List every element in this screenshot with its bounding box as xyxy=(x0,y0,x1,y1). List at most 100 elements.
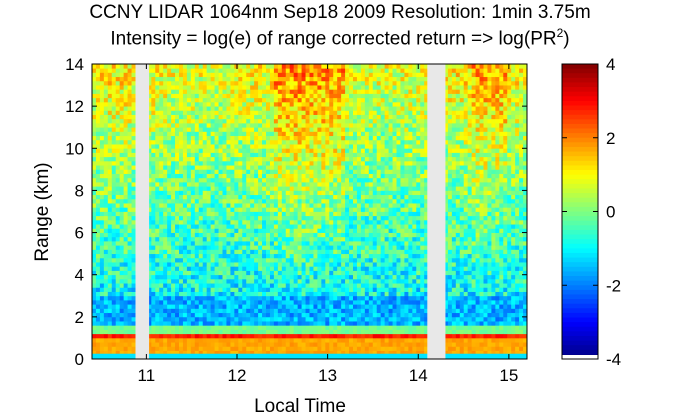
heatmap-cell xyxy=(218,219,223,225)
heatmap-cell xyxy=(123,219,128,225)
heatmap-cell xyxy=(364,198,370,204)
heatmap-cell xyxy=(234,152,239,158)
heatmap-cell xyxy=(222,177,227,183)
heatmap-cell xyxy=(277,219,283,225)
heatmap-cell xyxy=(309,249,314,255)
heatmap-cell xyxy=(155,68,160,73)
heatmap-cell xyxy=(289,85,295,90)
heatmap-cell xyxy=(99,177,105,183)
heatmap-cell xyxy=(353,101,358,107)
heatmap-cell xyxy=(202,295,208,301)
heatmap-cell xyxy=(115,211,121,217)
heatmap-cell xyxy=(127,245,132,250)
heatmap-cell xyxy=(364,190,370,196)
heatmap-cell xyxy=(321,211,326,217)
heatmap-cell xyxy=(325,186,330,191)
heatmap-cell xyxy=(103,190,109,196)
heatmap-cell xyxy=(262,262,267,267)
heatmap-cell xyxy=(301,169,306,174)
heatmap-cell xyxy=(297,203,302,208)
heatmap-cell xyxy=(250,186,255,191)
heatmap-cell xyxy=(289,101,295,107)
heatmap-cell xyxy=(254,274,259,280)
heatmap-cell xyxy=(179,262,184,267)
heatmap-cell xyxy=(356,219,362,225)
heatmap-cell xyxy=(345,329,350,335)
heatmap-cell xyxy=(171,224,176,229)
heatmap-cell xyxy=(321,182,326,187)
heatmap-cell xyxy=(210,333,215,339)
heatmap-cell xyxy=(151,203,156,208)
heatmap-cell xyxy=(250,236,255,242)
heatmap-cell xyxy=(175,64,180,69)
heatmap-cell xyxy=(171,127,176,132)
heatmap-cell xyxy=(289,312,295,318)
heatmap-cell xyxy=(246,224,251,229)
heatmap-cell xyxy=(242,106,247,111)
heatmap-cell xyxy=(285,194,291,200)
heatmap-cell xyxy=(92,350,97,356)
heatmap-cell xyxy=(171,160,176,166)
heatmap-cell xyxy=(266,152,271,158)
heatmap-cell xyxy=(214,93,219,99)
heatmap-cell xyxy=(349,257,354,263)
heatmap-cell xyxy=(269,123,275,128)
heatmap-cell xyxy=(155,144,160,149)
heatmap-cell xyxy=(95,194,101,200)
heatmap-cell xyxy=(317,203,322,208)
heatmap-cell xyxy=(293,169,299,174)
heatmap-cell xyxy=(325,135,330,141)
heatmap-cell xyxy=(95,266,101,271)
heatmap-cell xyxy=(341,249,346,255)
heatmap-cell xyxy=(238,160,243,166)
heatmap-cell xyxy=(262,97,267,103)
heatmap-cell xyxy=(349,173,354,179)
heatmap-cell xyxy=(285,135,291,141)
heatmap-cell xyxy=(111,198,117,204)
heatmap-cell xyxy=(329,329,334,335)
heatmap-cell xyxy=(266,135,271,141)
heatmap-cell xyxy=(321,321,326,326)
heatmap-cell xyxy=(277,283,283,288)
heatmap-cell xyxy=(182,278,188,284)
heatmap-cell xyxy=(222,89,227,94)
heatmap-cell xyxy=(234,262,239,267)
heatmap-cell xyxy=(155,295,160,301)
heatmap-cell xyxy=(190,85,196,90)
heatmap-cell xyxy=(289,249,295,255)
heatmap-cell xyxy=(376,325,382,330)
heatmap-cell xyxy=(321,249,326,255)
heatmap-cell xyxy=(266,236,271,242)
heatmap-cell xyxy=(103,72,109,78)
heatmap-cell xyxy=(119,127,125,132)
heatmap-cell xyxy=(317,287,322,292)
heatmap-cell xyxy=(305,173,310,179)
heatmap-cell xyxy=(190,72,196,78)
heatmap-cell xyxy=(309,127,314,132)
heatmap-cell xyxy=(281,346,287,351)
heatmap-cell xyxy=(301,350,306,356)
heatmap-cell xyxy=(380,224,386,229)
heatmap-cell xyxy=(360,333,366,339)
heatmap-cell xyxy=(250,337,255,343)
heatmap-cell xyxy=(194,207,200,212)
heatmap-cell xyxy=(198,68,204,73)
heatmap-cell xyxy=(238,249,243,255)
heatmap-cell xyxy=(321,219,326,225)
heatmap-cell xyxy=(269,283,275,288)
heatmap-cell xyxy=(222,182,227,187)
heatmap-cell xyxy=(214,241,219,246)
heatmap-cell xyxy=(337,64,342,69)
heatmap-cell xyxy=(171,312,176,318)
heatmap-cell xyxy=(345,262,350,267)
heatmap-cell xyxy=(230,224,235,229)
heatmap-cell xyxy=(234,203,239,208)
heatmap-cell xyxy=(222,308,227,314)
heatmap-cell xyxy=(333,194,338,200)
heatmap-cell xyxy=(226,325,231,330)
heatmap-cell xyxy=(159,316,164,322)
heatmap-cell xyxy=(222,101,227,107)
heatmap-cell xyxy=(345,144,350,149)
heatmap-cell xyxy=(214,182,219,187)
heatmap-cell xyxy=(305,333,310,339)
